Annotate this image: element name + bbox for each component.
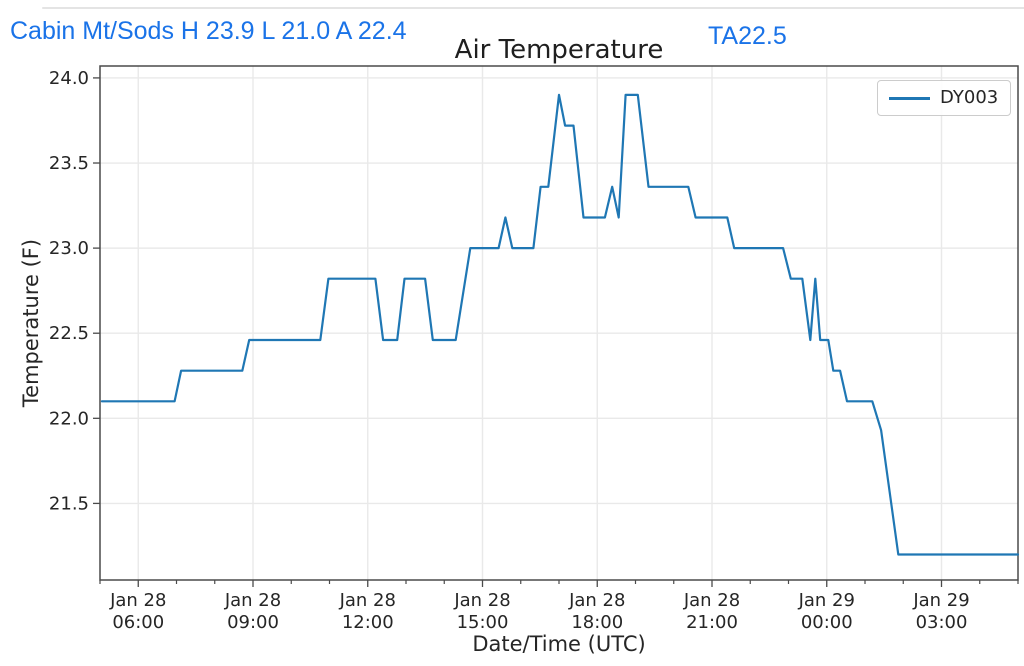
x-tick-label-time: 06:00 <box>112 612 164 633</box>
x-tick-label-date: Jan 28 <box>683 590 740 611</box>
x-tick-label-date: Jan 28 <box>224 590 281 611</box>
y-tick-label: 23.5 <box>49 153 89 174</box>
x-tick-label-date: Jan 29 <box>798 590 855 611</box>
legend-series-label: DY003 <box>940 87 999 108</box>
x-tick-label-date: Jan 28 <box>568 590 625 611</box>
y-tick-label: 24.0 <box>49 68 89 89</box>
y-tick-label: 21.5 <box>49 493 89 514</box>
temperature-line-DY003 <box>100 93 1020 556</box>
x-tick-label-date: Jan 28 <box>339 590 396 611</box>
x-tick-label-time: 03:00 <box>916 612 968 633</box>
station-summary-text: Cabin Mt/Sods H 23.9 L 21.0 A 22.4 <box>10 17 407 45</box>
y-axis-label: Temperature (F) <box>19 238 43 408</box>
x-tick-label-time: 12:00 <box>342 612 394 633</box>
chart-title: Air Temperature <box>454 35 664 65</box>
current-temperature-reading: TA22.5 <box>708 22 787 50</box>
x-tick-label-date: Jan 29 <box>912 590 969 611</box>
x-tick-label-time: 15:00 <box>457 612 509 633</box>
x-tick-label-time: 18:00 <box>571 612 623 633</box>
plot-border <box>99 65 1019 581</box>
x-tick-label-date: Jan 28 <box>453 590 510 611</box>
chart-legend: DY003 <box>877 80 1011 116</box>
x-tick-label-time: 09:00 <box>227 612 279 633</box>
top-divider-line <box>42 7 1024 9</box>
x-tick-label-date: Jan 28 <box>109 590 166 611</box>
x-axis-label: Date/Time (UTC) <box>472 632 646 656</box>
x-tick-label-time: 00:00 <box>801 612 853 633</box>
x-tick-label-time: 21:00 <box>686 612 738 633</box>
y-tick-label: 23.0 <box>49 238 89 259</box>
y-tick-label: 22.0 <box>49 408 89 429</box>
y-tick-label: 22.5 <box>49 323 89 344</box>
legend-line-sample <box>889 96 930 100</box>
